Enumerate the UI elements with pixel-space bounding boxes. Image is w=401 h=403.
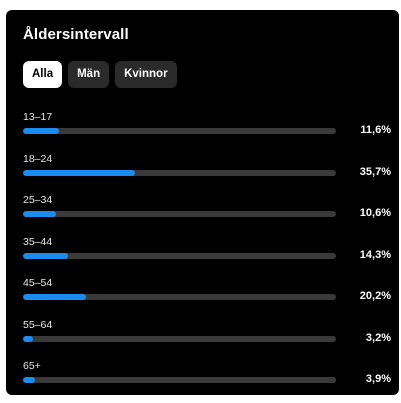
progress-fill xyxy=(23,294,87,300)
percent-value: 3,2% xyxy=(365,331,391,344)
percent-value: 14,3% xyxy=(359,248,391,261)
progress-track xyxy=(23,294,336,300)
age-label: 55–64 xyxy=(23,318,53,331)
progress-track xyxy=(23,252,336,259)
panel-title: Åldersintervall xyxy=(23,26,129,43)
age-label: 18–24 xyxy=(23,152,53,165)
percent-value: 35,7% xyxy=(359,165,391,178)
percent-value: 11,6% xyxy=(360,124,391,136)
age-group-list: 13–17 11,6% 18–24 35,7% 25–34 10,6% 35–4… xyxy=(23,107,393,398)
age-row-55-64: 55–64 3,2% xyxy=(23,315,393,357)
age-label: 25–34 xyxy=(23,194,53,206)
tab-men[interactable]: Män xyxy=(68,61,110,88)
progress-track xyxy=(23,211,336,217)
age-label: 13–17 xyxy=(23,111,53,123)
age-row-25-34: 25–34 10,6% xyxy=(23,190,393,232)
percent-value: 3,9% xyxy=(365,373,391,385)
age-label: 35–44 xyxy=(23,235,53,248)
progress-fill xyxy=(23,335,34,342)
percent-value: 10,6% xyxy=(359,207,391,219)
progress-track xyxy=(23,377,336,383)
age-row-18-24: 18–24 35,7% xyxy=(23,149,393,191)
age-row-13-17: 13–17 11,6% xyxy=(23,107,393,149)
progress-fill xyxy=(23,169,135,176)
percent-value: 20,2% xyxy=(359,290,391,302)
age-row-65-plus: 65+ 3,9% xyxy=(23,356,393,398)
progress-fill xyxy=(23,377,36,383)
tab-all[interactable]: Alla xyxy=(23,61,63,88)
progress-track xyxy=(23,128,336,134)
progress-fill xyxy=(23,128,60,134)
age-row-35-44: 35–44 14,3% xyxy=(23,232,393,274)
age-label: 45–54 xyxy=(23,277,53,289)
age-row-45-54: 45–54 20,2% xyxy=(23,273,393,315)
progress-track xyxy=(23,169,336,176)
tab-women[interactable]: Kvinnor xyxy=(115,61,177,88)
progress-fill xyxy=(23,211,57,217)
age-range-panel: Åldersintervall Alla Män Kvinnor 13–17 1… xyxy=(6,10,399,395)
age-label: 65+ xyxy=(23,360,41,372)
gender-filter-tabs: Alla Män Kvinnor xyxy=(23,61,177,88)
progress-fill xyxy=(23,252,68,259)
progress-track xyxy=(23,335,336,342)
